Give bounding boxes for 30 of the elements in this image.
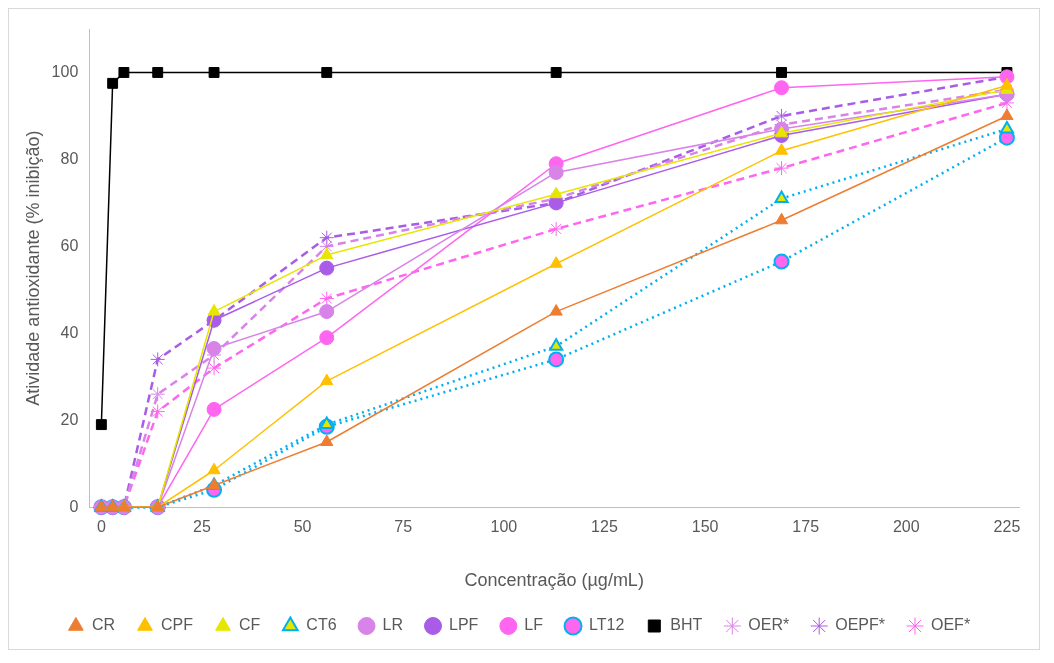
x-tick-label: 175 [792, 518, 820, 536]
y-tick-label: 80 [60, 149, 79, 167]
legend-label: BHT [670, 616, 703, 634]
y-axis-title: Atividade antioxidante (% inibição) [22, 130, 43, 406]
x-tick-label: 225 [993, 518, 1021, 536]
y-tick-label: 0 [69, 497, 79, 515]
x-axis-title: Concentração (µg/mL) [464, 570, 644, 591]
x-tick-label: 125 [591, 518, 618, 536]
legend-label: LT12 [589, 616, 625, 634]
legend-label: OER* [748, 616, 790, 634]
x-tick-label: 0 [96, 518, 106, 536]
y-tick-label: 40 [60, 323, 79, 341]
x-tick-label: 150 [691, 518, 719, 536]
x-tick-label: 50 [293, 518, 312, 536]
legend-label: CPF [161, 616, 194, 634]
y-tick-label: 60 [60, 236, 79, 254]
legend-label: OEPF* [835, 616, 885, 634]
legend-label: CT6 [306, 616, 337, 634]
x-tick-label: 25 [193, 518, 211, 536]
y-tick-label: 20 [60, 410, 79, 428]
legend-label: CR [91, 616, 115, 634]
legend-label: LPF [449, 616, 479, 634]
legend-label: CF [239, 616, 261, 634]
x-tick-label: 75 [394, 518, 413, 536]
x-tick-label: 200 [892, 518, 920, 536]
y-tick-label: 100 [51, 62, 79, 80]
x-tick-label: 100 [490, 518, 518, 536]
legend-label: LR [382, 616, 404, 634]
legend-label: LF [524, 616, 544, 634]
legend-label: OEF* [930, 616, 971, 634]
